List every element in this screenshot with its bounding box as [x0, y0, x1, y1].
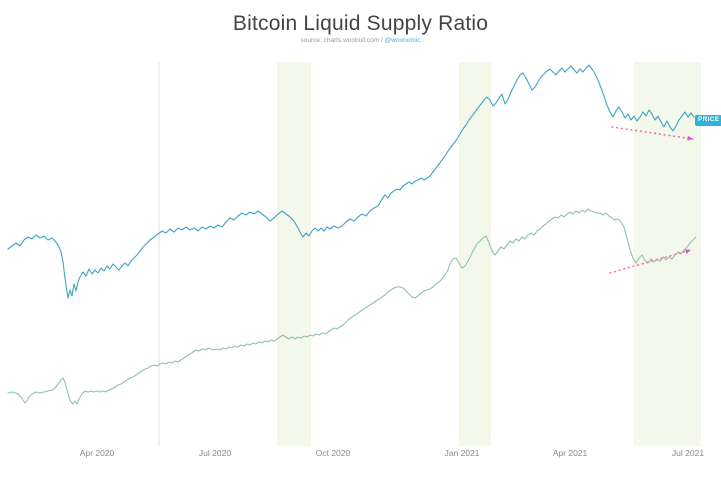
- highlight-band: [277, 62, 311, 446]
- highlight-band: [634, 62, 701, 446]
- chart-title: Bitcoin Liquid Supply Ratio: [232, 12, 489, 35]
- price-trend-arrow-head: [687, 135, 693, 141]
- source-handle-link[interactable]: @woonomic: [384, 37, 421, 44]
- x-axis-tick-label: Apr 2020: [79, 448, 115, 458]
- x-axis-tick-label: Jul 2021: [671, 448, 705, 458]
- source-text: source: charts.woobull.com /: [300, 37, 385, 44]
- price-trend-arrow: [611, 126, 694, 140]
- price-badge: PRICE: [695, 115, 721, 126]
- ratio-trend-arrow-head: [685, 249, 691, 254]
- x-axis-tick-label: Jul 2020: [198, 448, 232, 458]
- liquid-supply-ratio-line: [7, 208, 697, 405]
- ratio-trend-arrow: [609, 249, 692, 274]
- x-axis-tick-label: Jan 2021: [444, 448, 480, 458]
- x-axis-tick-label: Oct 2020: [315, 448, 351, 458]
- chart-subtitle: source: charts.woobull.com / @woonomic: [0, 37, 721, 44]
- x-axis-tick-label: Apr 2021: [552, 448, 588, 458]
- highlight-band: [459, 62, 491, 446]
- price-line: [7, 64, 695, 299]
